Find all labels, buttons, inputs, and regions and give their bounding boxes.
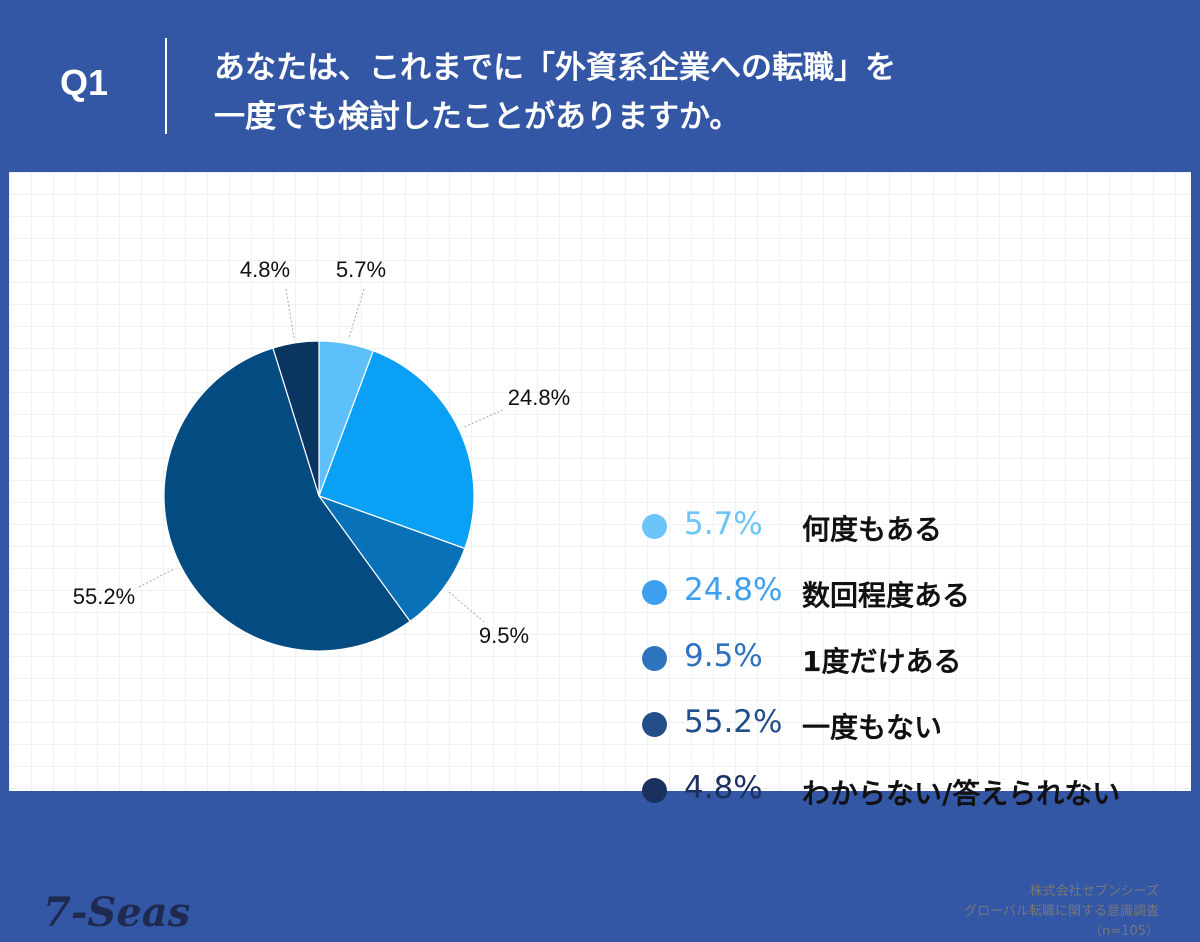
source-line-sample: （n=105） — [1089, 924, 1159, 939]
data-label: 4.8% — [240, 257, 290, 282]
legend-item: 5.7% 何度もある — [642, 502, 1200, 568]
legend-swatch — [642, 580, 667, 605]
source-line-survey: グローバル転職に関する意識調査 — [964, 904, 1159, 919]
legend-swatch — [642, 778, 667, 803]
pie-chart: 5.7% 24.8% 9.5% 55.2% 4.8% — [73, 257, 570, 652]
legend-item: 55.2% 一度もない — [642, 700, 1200, 766]
legend-label: 何度もある — [802, 513, 943, 546]
legend-percent: 4.8% — [684, 770, 763, 806]
leader-line — [285, 288, 295, 339]
header: Q1 あなたは、これまでに「外資系企業への転職」を 一度でも検討したことがありま… — [0, 0, 1200, 170]
pie-slice — [318, 350, 475, 550]
pie-slice — [163, 347, 411, 652]
legend-label: 1度だけある — [802, 645, 962, 678]
leader-line — [138, 568, 175, 588]
source-note: 株式会社セブンシーズ グローバル転職に関する意識調査 （n=105） — [964, 882, 1159, 942]
question-number: Q1 — [60, 62, 109, 103]
legend-percent: 5.7% — [684, 506, 763, 542]
legend-label: わからない/答えられない — [802, 777, 1121, 810]
data-label: 9.5% — [479, 623, 529, 648]
legend-percent: 9.5% — [684, 638, 763, 674]
legend-swatch — [642, 646, 667, 671]
question-title: あなたは、これまでに「外資系企業への転職」を 一度でも検討したことがありますか。 — [214, 44, 1174, 142]
legend-swatch — [642, 514, 667, 539]
legend-label: 数回程度ある — [802, 579, 971, 612]
legend: 5.7% 何度もある 24.8% 数回程度ある 9.5% 1度だけある 55.2… — [642, 502, 1200, 832]
data-label: 5.7% — [336, 257, 386, 282]
question-title-line-2: 一度でも検討したことがありますか。 — [214, 99, 741, 135]
question-title-line-1: あなたは、これまでに「外資系企業への転職」を — [214, 50, 896, 86]
header-divider — [165, 38, 167, 134]
pie-slice — [272, 340, 320, 497]
leader-line — [348, 288, 365, 339]
leader-line — [448, 591, 485, 623]
data-label: 24.8% — [508, 385, 570, 410]
legend-percent: 24.8% — [684, 572, 783, 608]
data-label: 55.2% — [73, 584, 135, 609]
legend-item: 9.5% 1度だけある — [642, 634, 1200, 700]
pie-slice — [317, 494, 466, 623]
legend-item: 24.8% 数回程度ある — [642, 568, 1200, 634]
source-line-company: 株式会社セブンシーズ — [1029, 884, 1159, 899]
chart-panel: 5.7% 24.8% 9.5% 55.2% 4.8% 5.7% 何度もある 24.8% … — [9, 172, 1191, 939]
legend-label: 一度もない — [802, 711, 943, 744]
legend-item: 4.8% わからない/答えられない — [642, 766, 1200, 832]
leader-line — [463, 409, 504, 428]
legend-percent: 55.2% — [684, 704, 783, 740]
legend-swatch — [642, 712, 667, 737]
company-logo: 7-Seas — [43, 889, 191, 936]
